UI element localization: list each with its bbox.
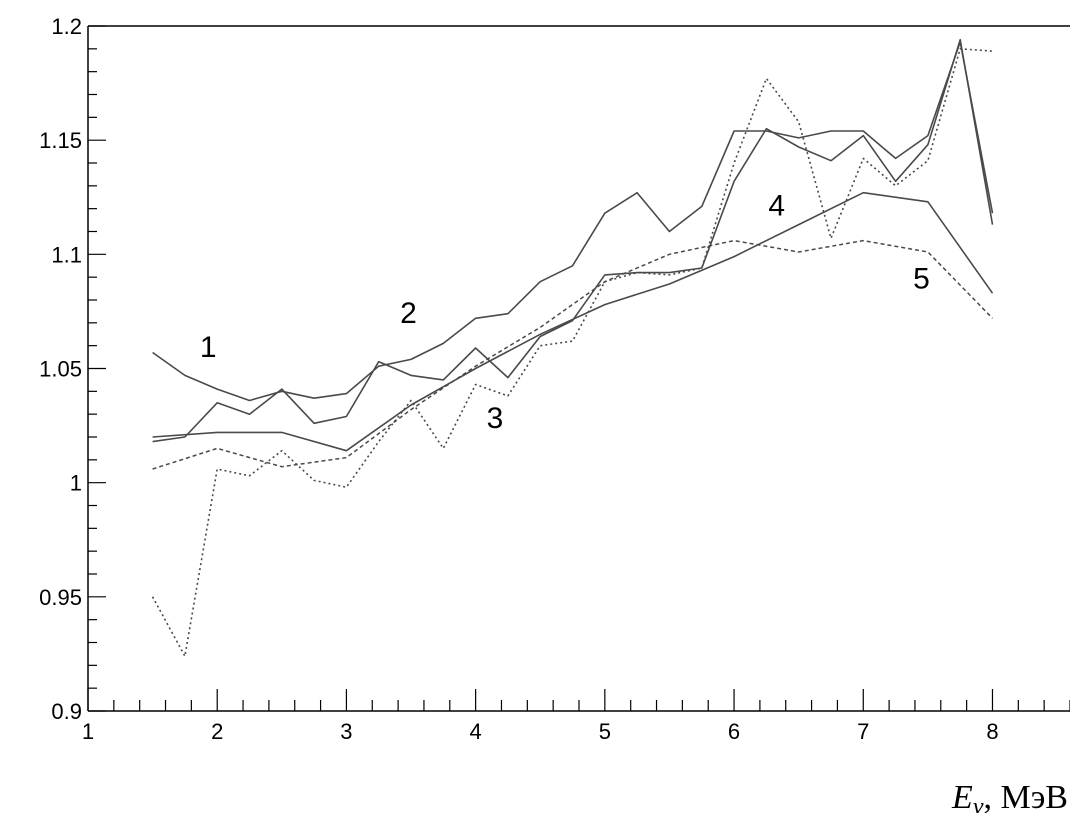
x-tick-label: 2	[211, 719, 223, 744]
curve-label-4: 4	[768, 190, 785, 223]
x-tick-label: 5	[599, 719, 611, 744]
y-tick-label: 1	[70, 471, 82, 496]
y-tick-label: 0.9	[51, 699, 82, 724]
x-axis-label-subscript: ν	[973, 794, 984, 813]
curve-label-1: 1	[200, 331, 217, 364]
x-tick-label: 4	[470, 719, 482, 744]
x-tick-label: 1	[82, 719, 94, 744]
curve-label-5: 5	[913, 263, 930, 296]
series-line-4	[152, 191, 994, 452]
x-axis-label-symbol: E	[951, 779, 973, 813]
x-tick-label: 3	[340, 719, 352, 744]
series-line-3	[151, 47, 993, 658]
x-tick-label: 6	[728, 719, 740, 744]
series-line-2	[152, 38, 994, 443]
y-tick-label: 1.2	[51, 14, 82, 39]
y-tick-label: 0.95	[39, 585, 82, 610]
series-line-1	[152, 41, 994, 402]
series-group	[151, 38, 994, 658]
series-line-5	[152, 239, 994, 470]
plot-frame	[87, 25, 1070, 712]
x-tick-label: 8	[986, 719, 998, 744]
curve-labels: 1 2 3 4 5	[200, 190, 930, 435]
y-tick-label: 1.1	[51, 242, 82, 267]
curve-label-3: 3	[487, 402, 504, 435]
curve-label-2: 2	[400, 297, 417, 330]
y-tick-label: 1.15	[39, 128, 82, 153]
x-axis-label-unit: , МэВ	[983, 779, 1068, 813]
x-axis-label: Eν, МэВ	[951, 779, 1068, 813]
y-axis: 0.9 0.95 1 1.05 1.1 1.15 1.2	[39, 14, 106, 724]
x-tick-label: 7	[857, 719, 869, 744]
x-axis: 1 2 3 4 5 6 7 8	[82, 689, 1070, 744]
y-tick-label: 1.05	[39, 357, 82, 382]
